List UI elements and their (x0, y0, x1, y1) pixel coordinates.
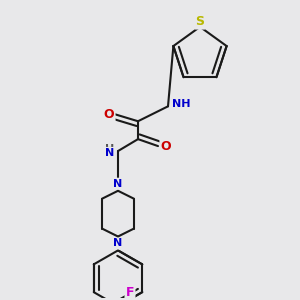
Text: F: F (126, 286, 134, 299)
Text: N: N (113, 179, 123, 189)
Text: S: S (196, 15, 205, 28)
Text: O: O (104, 108, 114, 121)
Text: N: N (113, 238, 123, 248)
Text: N: N (105, 148, 114, 158)
Text: H: H (105, 144, 114, 154)
Text: O: O (161, 140, 171, 153)
Text: NH: NH (172, 99, 190, 109)
